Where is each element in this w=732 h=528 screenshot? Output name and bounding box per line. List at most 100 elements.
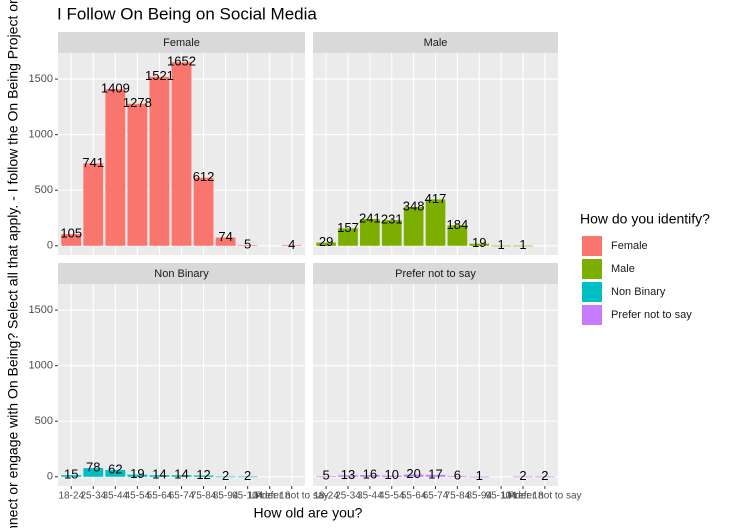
y-tick-label: 1000 xyxy=(29,129,53,141)
data-label: 1652 xyxy=(167,54,196,69)
bar xyxy=(360,475,380,477)
bar xyxy=(237,476,258,478)
y-tick-label: 0 xyxy=(47,471,53,483)
x-axis-label: How old are you? xyxy=(254,505,363,521)
strip-label: Male xyxy=(424,37,448,49)
strip-label: Female xyxy=(163,37,200,49)
data-label: 1 xyxy=(498,237,505,252)
bar xyxy=(237,245,258,246)
y-tick-label: 1500 xyxy=(29,73,53,85)
data-label: 14 xyxy=(152,467,166,482)
x-tick-label: 95-104 xyxy=(486,491,518,502)
data-label: 1 xyxy=(519,237,526,252)
y-tick-label: 1000 xyxy=(29,360,53,372)
y-tick-label: 500 xyxy=(35,415,53,427)
data-label: 157 xyxy=(337,220,359,235)
data-label: 105 xyxy=(60,226,82,241)
bar xyxy=(535,476,555,478)
y-tick-label: 1500 xyxy=(29,304,53,316)
y-axis-label: How do you connect or engage with On Bei… xyxy=(5,0,21,528)
data-label: 5 xyxy=(323,468,330,483)
bar xyxy=(105,469,126,477)
bar xyxy=(513,476,533,478)
x-tick-label: 45-54 xyxy=(125,491,151,502)
x-tick-label: 18-24 xyxy=(58,491,84,502)
strip-label: Prefer not to say xyxy=(395,268,476,280)
x-tick-label: 85-94 xyxy=(213,491,239,502)
bar xyxy=(491,245,511,247)
strip xyxy=(58,32,305,53)
x-tick-label: 75-84 xyxy=(445,491,471,502)
bar xyxy=(215,237,236,246)
data-label: 1278 xyxy=(123,95,152,110)
data-label: 14 xyxy=(174,467,188,482)
data-label: 62 xyxy=(108,461,122,476)
y-tick-label: 500 xyxy=(35,184,53,196)
data-label: 417 xyxy=(425,191,447,206)
data-label: 78 xyxy=(86,460,100,475)
data-label: 2 xyxy=(541,468,548,483)
bar xyxy=(425,199,446,246)
bar xyxy=(381,220,402,246)
bar xyxy=(105,89,126,246)
bar xyxy=(447,225,468,246)
bar xyxy=(447,476,468,477)
x-tick-label: Prefer not to say xyxy=(255,491,328,502)
data-label: 12 xyxy=(196,467,210,482)
x-tick-label: Prefer not to say xyxy=(508,491,581,502)
data-label: 20 xyxy=(406,466,420,481)
bar xyxy=(316,242,336,246)
data-label: 15 xyxy=(64,467,78,482)
legend-label: Non Binary xyxy=(611,286,666,298)
bar xyxy=(149,76,170,246)
bar xyxy=(171,62,192,246)
data-label: 231 xyxy=(381,212,403,227)
data-label: 184 xyxy=(447,217,469,232)
data-label: 2 xyxy=(519,468,526,483)
bar xyxy=(61,234,82,246)
strip-label: Non Binary xyxy=(154,268,209,280)
bar xyxy=(316,476,336,477)
bar xyxy=(83,468,104,477)
strip xyxy=(313,32,558,53)
bar xyxy=(127,103,148,246)
y-tick-label: 0 xyxy=(47,240,53,252)
bar xyxy=(513,245,533,247)
bar xyxy=(403,474,424,477)
x-tick-label: 85-94 xyxy=(466,491,492,502)
data-label: 2 xyxy=(222,468,229,483)
bar xyxy=(83,163,104,246)
data-label: 2 xyxy=(244,468,251,483)
bar xyxy=(193,177,214,246)
bar xyxy=(61,475,82,477)
bar xyxy=(360,219,380,246)
data-label: 17 xyxy=(428,466,442,481)
data-label: 6 xyxy=(454,468,461,483)
data-label: 10 xyxy=(385,467,399,482)
x-tick-label: 55-64 xyxy=(147,491,173,502)
bar xyxy=(171,475,192,477)
data-label: 1 xyxy=(476,468,483,483)
x-tick-label: 25-34 xyxy=(335,491,361,502)
bar xyxy=(338,475,358,477)
x-tick-label: 65-74 xyxy=(169,491,195,502)
data-label: 348 xyxy=(403,199,425,214)
x-tick-label: 25-34 xyxy=(80,491,106,502)
legend-key xyxy=(582,259,602,279)
x-tick-label: 65-74 xyxy=(423,491,449,502)
legend-title: How do you identify? xyxy=(580,211,710,227)
x-tick-label: 75-84 xyxy=(191,491,217,502)
data-label: 13 xyxy=(341,467,355,482)
data-label: 19 xyxy=(472,235,486,250)
bar xyxy=(425,474,446,477)
x-tick-label: 55-64 xyxy=(401,491,427,502)
bar xyxy=(403,207,424,246)
data-label: 741 xyxy=(82,155,104,170)
x-tick-label: Under 18 xyxy=(502,491,544,502)
legend-label: Prefer not to say xyxy=(611,309,692,321)
bar xyxy=(338,228,358,246)
data-label: 74 xyxy=(218,229,232,244)
data-label: 4 xyxy=(288,237,295,252)
x-tick-label: 35-44 xyxy=(103,491,129,502)
